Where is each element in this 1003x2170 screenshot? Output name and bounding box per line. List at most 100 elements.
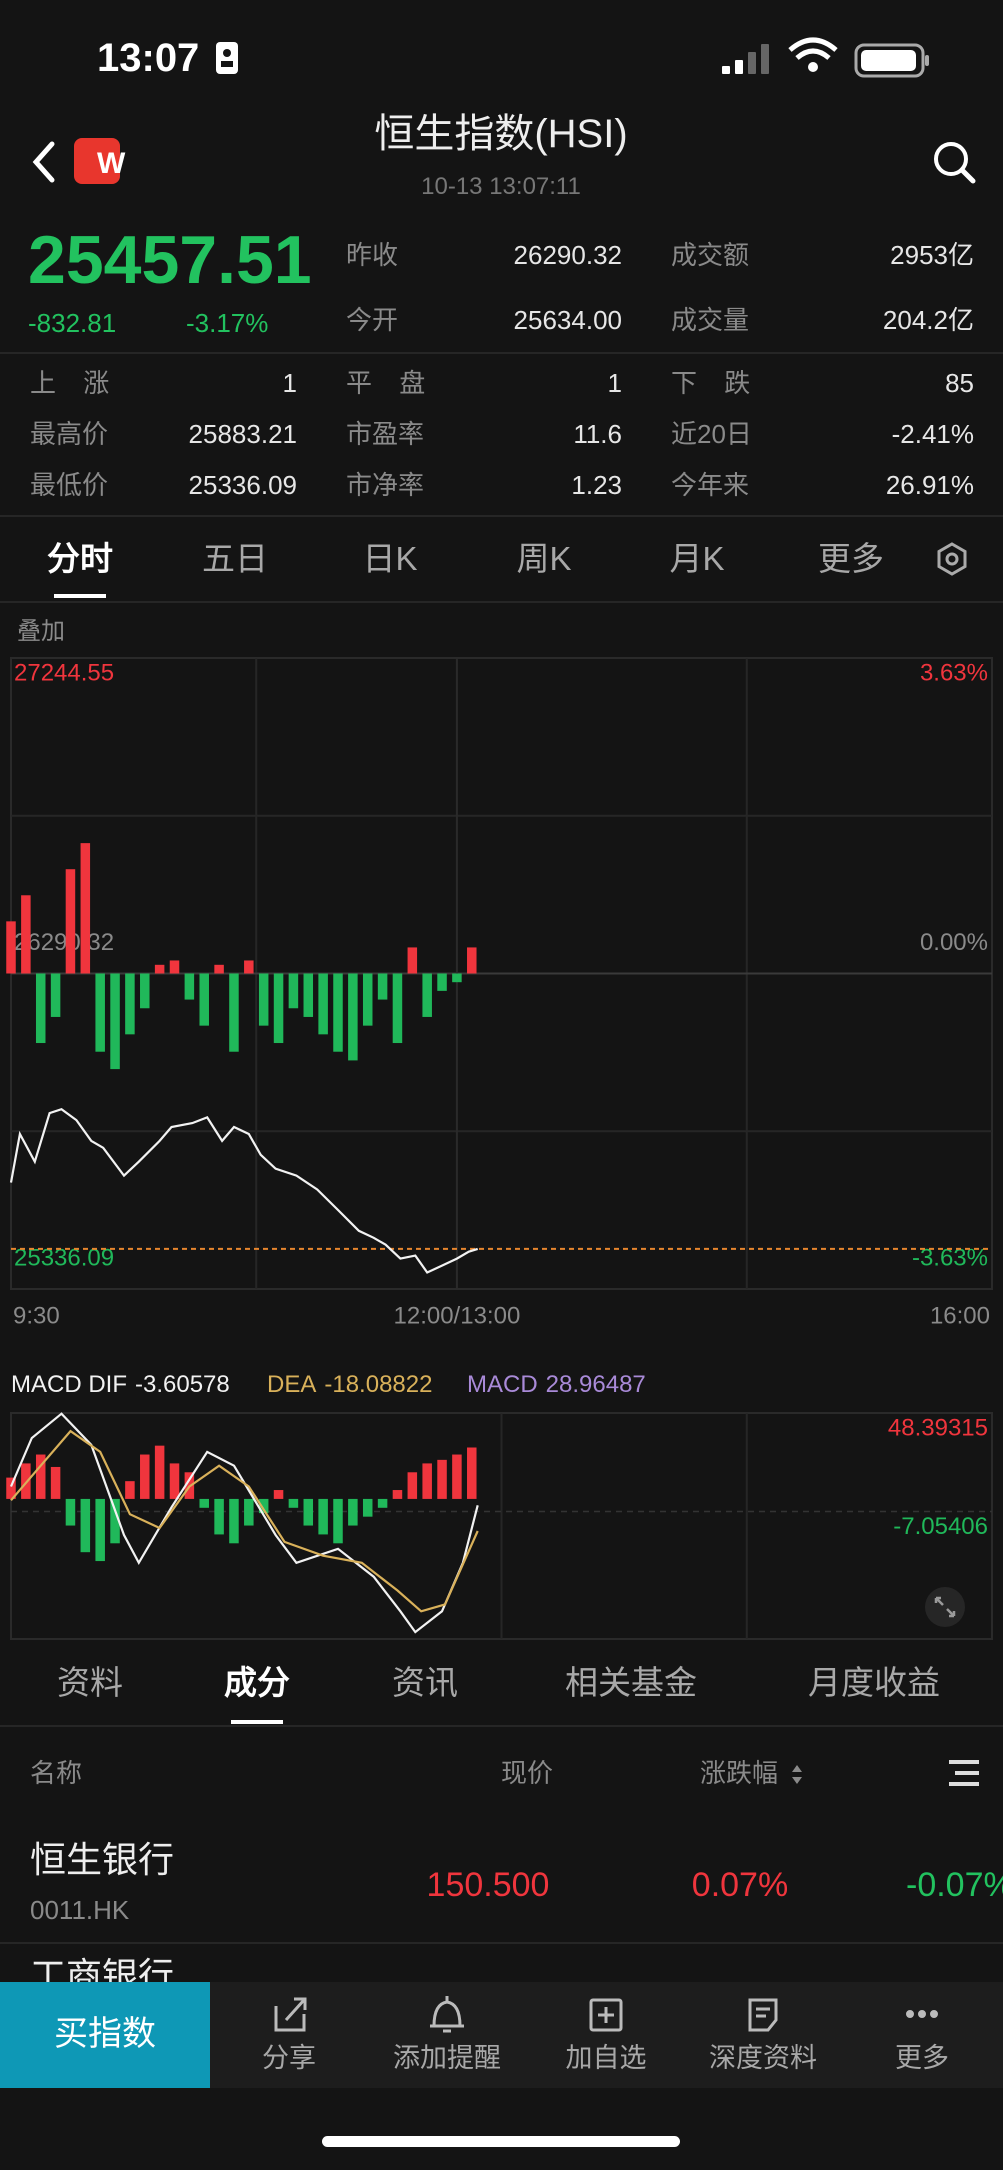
expand-button[interactable] — [925, 1587, 965, 1627]
buy-label[interactable]: 买指数 — [54, 2015, 156, 2053]
charts: 27244.5526290.3225336.093.63%0.00%-3.63%… — [6, 657, 993, 1640]
price-line — [9, 1107, 479, 1274]
flow-bar — [80, 843, 91, 974]
macd-bar — [422, 1463, 432, 1499]
stat-label: 市盈率 — [346, 419, 425, 449]
stock-extra: -0.07% — [906, 1866, 1003, 1904]
detail-tab[interactable]: 月度收益 — [808, 1664, 940, 1701]
macd-bar — [35, 1454, 46, 1499]
stat-value: 11.6 — [573, 419, 622, 449]
stat-value: 25336.09 — [188, 470, 297, 500]
macd-bar — [318, 1498, 328, 1535]
action-label[interactable]: 分享 — [262, 2043, 316, 2073]
search-button[interactable] — [934, 142, 968, 176]
action-label[interactable]: 更多 — [895, 2043, 949, 2073]
status-time: 13:07 — [97, 36, 200, 80]
macd-bar — [333, 1498, 343, 1544]
macd-bar — [214, 1498, 224, 1535]
period-tab[interactable]: 五日 — [202, 540, 268, 577]
action-label[interactable]: 深度资料 — [709, 2043, 817, 2073]
settings-button[interactable] — [934, 541, 970, 577]
x-tick-label: 9:30 — [13, 1302, 60, 1329]
flow-bar — [110, 973, 120, 1070]
buy-button[interactable] — [0, 1982, 210, 2088]
detail-tab[interactable]: 相关基金 — [565, 1664, 697, 1701]
flow-bar — [125, 973, 135, 1035]
divider — [0, 1942, 1003, 1944]
divider — [0, 515, 1003, 517]
flow-bar — [467, 947, 477, 974]
x-tick-label: 16:00 — [930, 1302, 990, 1329]
legend-value: -3.60578 — [135, 1371, 230, 1398]
macd-line — [9, 1412, 479, 1634]
macd-bar — [273, 1490, 284, 1499]
flow-bar — [214, 964, 224, 974]
legend-name: MACD DIF — [11, 1371, 127, 1398]
stat-value: 2953亿 — [890, 240, 974, 270]
legend-entry: DEA -18.08822 — [267, 1371, 432, 1398]
flow-bar — [437, 973, 447, 991]
legend-value: 28.96487 — [546, 1371, 646, 1398]
stock-price: 150.500 — [426, 1866, 550, 1904]
stat-label: 今年来 — [671, 470, 750, 500]
flow-bar — [95, 973, 105, 1052]
stat-label: 上 涨 — [30, 368, 120, 398]
x-tick-label: 12:00/13:00 — [394, 1302, 521, 1329]
period-tab[interactable]: 日K — [362, 540, 418, 577]
stock-code: 0011.HK — [30, 1895, 130, 1925]
stat-value: 26.91% — [885, 470, 974, 500]
col-header[interactable]: 涨跌幅 — [700, 1758, 779, 1788]
stat-label: 平 盘 — [346, 368, 436, 398]
macd-bar — [467, 1447, 477, 1499]
action-label[interactable]: 加自选 — [565, 2043, 647, 2073]
y2-tick-label: 0.00% — [920, 929, 988, 956]
flow-bar — [140, 973, 150, 1009]
action-label[interactable]: 添加提醒 — [393, 2043, 501, 2073]
stat-label: 近20日 — [671, 419, 752, 449]
macd-bar — [21, 1463, 31, 1499]
badge — [74, 138, 120, 184]
stat-value: 26290.32 — [513, 240, 622, 270]
detail-tab[interactable]: 资料 — [57, 1664, 123, 1701]
overlay-button[interactable]: 叠加 — [17, 618, 65, 645]
stat-label: 昨收 — [346, 240, 399, 270]
y-tick-label: 27244.55 — [14, 659, 114, 686]
divider — [0, 352, 1003, 354]
back-button[interactable] — [32, 141, 55, 183]
flow-bar — [244, 960, 254, 974]
period-tab[interactable]: 更多 — [818, 540, 884, 577]
macd-bar — [229, 1498, 239, 1544]
period-tab[interactable]: 月K — [669, 540, 725, 577]
flow-bar — [452, 973, 462, 983]
flow-bar — [154, 964, 165, 974]
stat-value: 1 — [282, 368, 297, 398]
macd-bar — [392, 1490, 403, 1499]
title: 恒生指数(HSI) — [374, 112, 628, 156]
legend-name: MACD — [467, 1371, 538, 1398]
tab-indicator — [54, 594, 106, 598]
flow-bar — [169, 960, 180, 974]
macd-bar — [140, 1454, 150, 1499]
detail-tab[interactable]: 资讯 — [392, 1664, 458, 1701]
stock-name[interactable]: 恒生银行 — [30, 1839, 175, 1880]
status-icons — [216, 37, 929, 78]
divider — [0, 1725, 1003, 1727]
flow-bar — [6, 921, 16, 974]
flow-bar — [184, 973, 195, 1000]
menu-button[interactable] — [947, 1758, 981, 1788]
change: -832.81 — [28, 308, 117, 338]
price: 25457.51 — [28, 222, 312, 298]
stat-value: 204.2亿 — [882, 305, 974, 335]
period-tab[interactable]: 分时 — [47, 540, 113, 577]
macd-bar — [6, 1477, 16, 1499]
stock-change: 0.07% — [691, 1866, 789, 1904]
detail-tab[interactable]: 成分 — [224, 1664, 290, 1701]
sort-icon[interactable] — [790, 1762, 804, 1788]
macd-bar — [169, 1463, 180, 1499]
stat-value: 25883.21 — [188, 419, 297, 449]
macd-bar — [154, 1445, 165, 1499]
period-tab[interactable]: 周K — [516, 540, 572, 577]
flow-bar — [392, 973, 403, 1044]
macd-bar — [199, 1498, 209, 1508]
